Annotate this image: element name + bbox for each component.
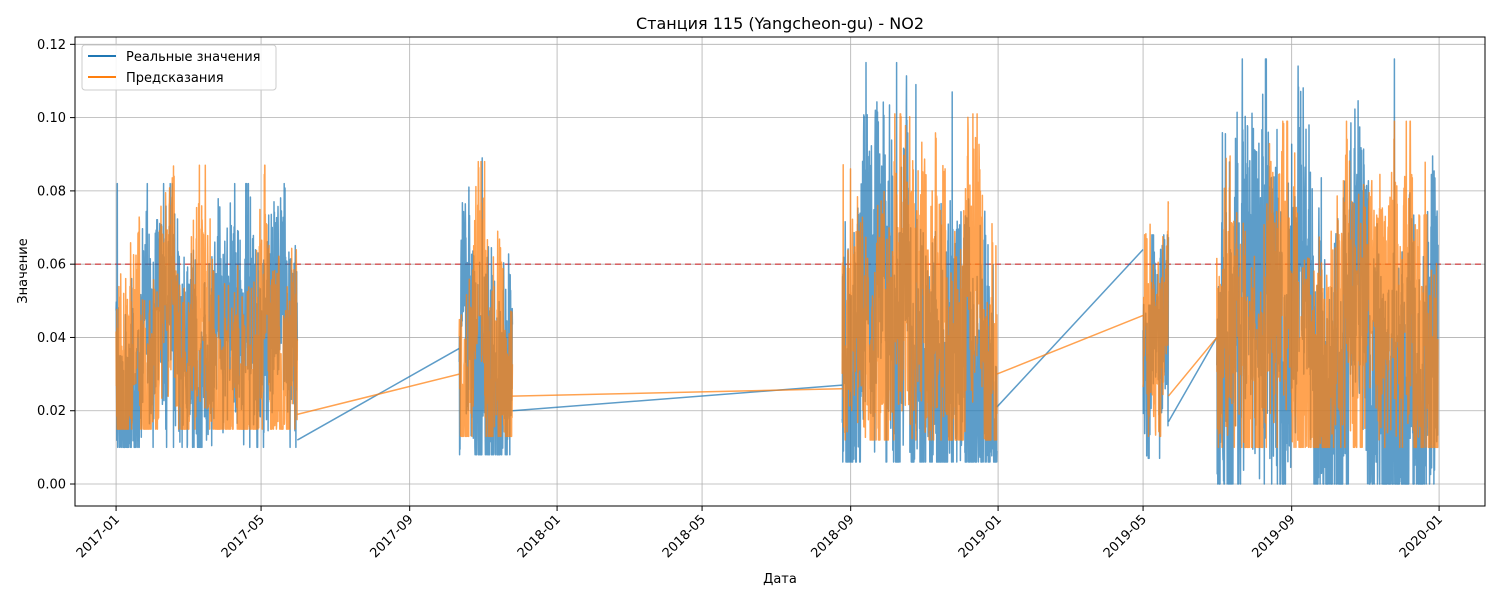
series-1-segment-1: [458, 160, 514, 438]
series-1-segment-3: [1142, 201, 1170, 438]
x-tick-label: 2019-09: [1249, 512, 1298, 561]
x-tick-label: 2017-01: [74, 512, 123, 561]
x-tick-label: 2017-09: [367, 512, 416, 561]
series-1-connector-0: [297, 373, 460, 416]
series-1-segment-0: [115, 164, 299, 430]
y-tick-label: 0.02: [37, 404, 66, 419]
series-0-connector-1: [512, 384, 843, 412]
series-layer: [115, 58, 1439, 485]
x-tick-label: 2018-05: [660, 512, 709, 561]
chart-title: Станция 115 (Yangcheon-gu) - NO2: [636, 14, 924, 33]
series-1-connector-2: [996, 314, 1144, 375]
y-tick-label: 0.04: [37, 331, 66, 346]
series-1-connector-3: [1167, 336, 1218, 397]
y-tick-label: 0.00: [37, 478, 66, 493]
series-1-segment-4: [1216, 120, 1439, 449]
x-tick-label: 2018-01: [515, 512, 564, 561]
legend-label-predicted: Предсказания: [126, 71, 224, 86]
legend-box: [81, 44, 277, 91]
y-tick-label: 0.08: [37, 184, 66, 199]
series-0-connector-3: [1167, 337, 1218, 423]
x-axis-label: Дата: [763, 572, 797, 587]
plot-frame: [74, 36, 1486, 507]
legend: Реальные значения Предсказания: [81, 44, 277, 91]
legend-label-real: Реальные значения: [126, 50, 261, 65]
series-1: [115, 113, 1439, 449]
x-tick-label: 2019-01: [956, 512, 1005, 561]
series-0-connector-2: [996, 249, 1144, 408]
y-axis-label: Значение: [16, 238, 31, 303]
y-tick-label: 0.12: [37, 38, 66, 53]
series-1-connector-1: [512, 388, 843, 397]
x-tick-label: 2018-09: [808, 512, 857, 561]
x-tick-label: 2017-05: [219, 512, 268, 561]
y-tick-label: 0.10: [37, 111, 66, 126]
y-tick-label: 0.06: [37, 258, 66, 273]
x-tick-label: 2019-05: [1101, 512, 1150, 561]
series-1-segment-2: [841, 113, 998, 441]
x-tick-label: 2020-01: [1397, 512, 1446, 561]
